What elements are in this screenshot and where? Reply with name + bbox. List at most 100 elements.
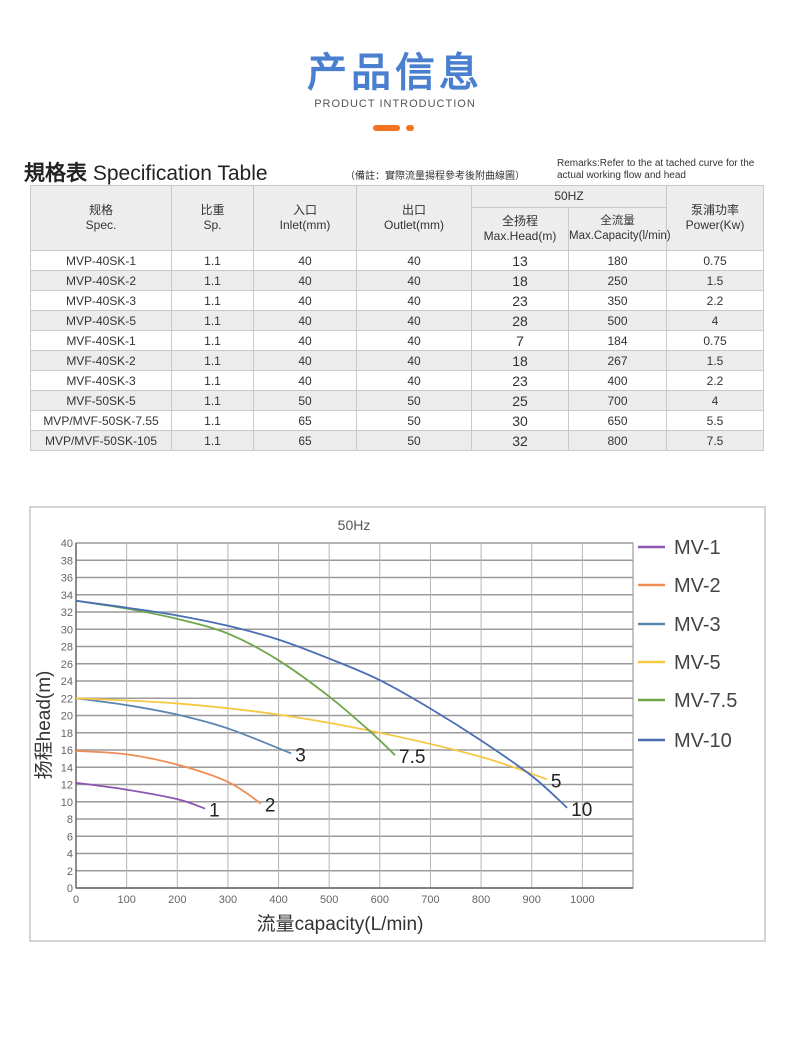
series-line-mv-2 (75, 749, 262, 805)
table-cell: 180 (568, 250, 667, 271)
table-cell: 1.1 (171, 370, 254, 391)
table-cell: 40 (356, 370, 472, 391)
table-cell: 0.75 (666, 330, 764, 351)
table-cell: 1.1 (171, 270, 254, 291)
table-cell: 1.1 (171, 410, 254, 431)
y-tick-label: 24 (61, 676, 73, 688)
table-cell: 7.5 (666, 430, 764, 451)
table-cell: 23 (471, 370, 569, 391)
table-cell: 2.2 (666, 370, 764, 391)
table-cell: MVF-40SK-3 (30, 370, 172, 391)
table-cell: 400 (568, 370, 667, 391)
y-axis-label: 扬程head(m) (33, 671, 55, 780)
table-cell: MVF-50SK-5 (30, 390, 172, 411)
table-row: MVF-40SK-3 1.1 40 40 23 400 2.2 (30, 370, 764, 391)
table-cell: 40 (253, 330, 357, 351)
table-cell: 4 (666, 390, 764, 411)
table-cell: 2.2 (666, 290, 764, 311)
performance-chart: 0 2 4 6 8 10 12 14 16 18 20 22 24 26 28 30 32 34 36 38 40 0 10… (29, 506, 766, 942)
y-tick-label: 34 (61, 590, 73, 602)
page-subtitle: PRODUCT INTRODUCTION (314, 98, 476, 110)
series-line-mv-5 (75, 697, 548, 781)
table-row: MVF-40SK-2 1.1 40 40 18 267 1.5 (30, 350, 764, 371)
col-head: 全扬程 Max.Head(m) (471, 207, 569, 251)
series-line-mv-3 (75, 697, 292, 755)
x-tick-label: 400 (269, 894, 287, 906)
table-cell: 32 (471, 430, 569, 451)
table-cell: 1.1 (171, 250, 254, 271)
col-inlet: 入口 Inlet(mm) (253, 185, 357, 251)
y-tick-label: 2 (67, 866, 73, 878)
table-cell: 40 (253, 310, 357, 331)
series-end-label: 1 (209, 801, 220, 822)
x-tick-label: 0 (73, 894, 79, 906)
table-row: MVP/MVF-50SK-105 1.1 65 50 32 800 7.5 (30, 430, 764, 451)
table-cell: 267 (568, 350, 667, 371)
col-power: 泵浦功率 Power(Kw) (666, 185, 764, 251)
series-end-label: 3 (295, 745, 306, 766)
table-cell: MVF-40SK-2 (30, 350, 172, 371)
y-tick-label: 40 (61, 538, 73, 550)
spec-table: 规格 Spec. 比重 Sp. 入口 Inlet(mm) 出口 Outlet(mm) 5… (30, 185, 764, 451)
table-cell: 7 (471, 330, 569, 351)
y-tick-label: 12 (61, 780, 73, 792)
table-cell: 1.1 (171, 430, 254, 451)
table-row: MVP-40SK-3 1.1 40 40 23 350 2.2 (30, 290, 764, 311)
table-cell: 40 (356, 330, 472, 351)
table-cell: 1.1 (171, 350, 254, 371)
table-cell: 250 (568, 270, 667, 291)
table-row: MVP/MVF-50SK-7.55 1.1 65 50 30 650 5.5 (30, 410, 764, 431)
table-cell: 650 (568, 410, 667, 431)
table-cell: 13 (471, 250, 569, 271)
table-cell: MVP-40SK-1 (30, 250, 172, 271)
col-sp: 比重 Sp. (171, 185, 254, 251)
table-cell: 350 (568, 290, 667, 311)
table-cell: 28 (471, 310, 569, 331)
table-cell: 18 (471, 270, 569, 291)
table-cell: MVP-40SK-2 (30, 270, 172, 291)
table-cell: 25 (471, 390, 569, 411)
table-cell: 40 (253, 370, 357, 391)
table-cell: 700 (568, 390, 667, 411)
x-tick-label: 700 (421, 894, 439, 906)
x-tick-label: 200 (168, 894, 186, 906)
table-cell: MVP/MVF-50SK-7.55 (30, 410, 172, 431)
table-cell: 40 (356, 350, 472, 371)
series-line-mv-10 (75, 599, 568, 809)
spec-title-cn: 規格表 (24, 162, 87, 185)
series-end-label: 7.5 (399, 747, 425, 768)
table-cell: MVP-40SK-3 (30, 290, 172, 311)
table-cell: 65 (253, 410, 357, 431)
series-end-label: 2 (265, 795, 276, 816)
x-tick-label: 900 (523, 894, 541, 906)
table-row: MVF-50SK-5 1.1 50 50 25 700 4 (30, 390, 764, 411)
table-cell: 50 (356, 410, 472, 431)
spec-remarks: Remarks:Refer to the at tached curve for… (557, 158, 755, 181)
x-tick-label: 300 (219, 894, 237, 906)
table-cell: 0.75 (666, 250, 764, 271)
table-cell: 50 (356, 430, 472, 451)
x-tick-label: 1000 (570, 894, 594, 906)
table-cell: 23 (471, 290, 569, 311)
spec-title-en: Specification Table (92, 162, 268, 185)
x-tick-label: 800 (472, 894, 490, 906)
y-tick-label: 10 (61, 797, 73, 809)
y-tick-label: 20 (61, 711, 73, 723)
table-cell: 65 (253, 430, 357, 451)
table-cell: 5.5 (666, 410, 764, 431)
table-cell: 1.5 (666, 350, 764, 371)
table-cell: 800 (568, 430, 667, 451)
table-row: MVP-40SK-5 1.1 40 40 28 500 4 (30, 310, 764, 331)
table-row: MVP-40SK-2 1.1 40 40 18 250 1.5 (30, 270, 764, 291)
y-tick-label: 0 (67, 883, 73, 895)
series-line-mv-1 (75, 781, 206, 810)
table-cell: 40 (253, 270, 357, 291)
y-tick-label: 16 (61, 745, 73, 757)
table-row: MVF-40SK-1 1.1 40 40 7 184 0.75 (30, 330, 764, 351)
table-cell: 4 (666, 310, 764, 331)
table-cell: 40 (356, 250, 472, 271)
legend-label: MV-1 (674, 537, 721, 559)
y-tick-label: 14 (61, 762, 73, 774)
chart-title: 50Hz (338, 517, 371, 533)
